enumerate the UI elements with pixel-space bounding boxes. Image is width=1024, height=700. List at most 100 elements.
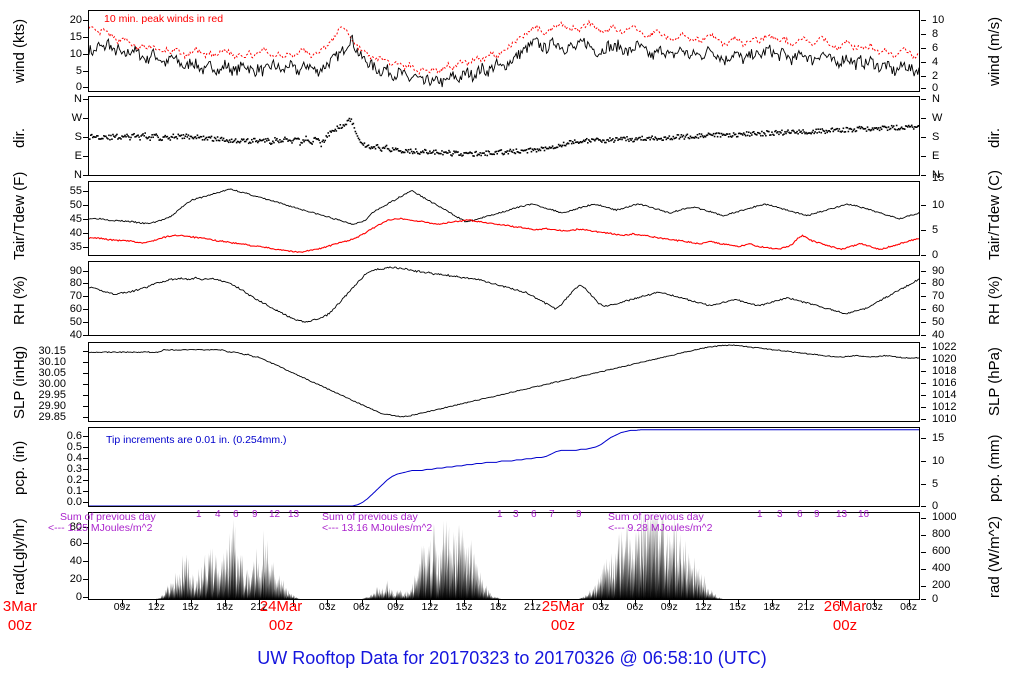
- x-tick-4: 21z: [250, 601, 268, 613]
- rad-hour-3-2: 3: [777, 509, 783, 520]
- x-tick-13: 06z: [626, 601, 644, 613]
- slp-ytick-3015: 30.15: [38, 345, 66, 357]
- pcp-ytick-06: 0.6: [66, 430, 82, 442]
- rh-ytickR-80: 80: [932, 277, 945, 289]
- dir-ytickR-n-top: N: [932, 93, 940, 105]
- wind-ylabel-left: wind (kts): [11, 18, 28, 84]
- slp-ytick-3000: 30.00: [38, 378, 66, 390]
- rad-ylabel-left: rad(Lgly/hr): [11, 518, 28, 596]
- x-tick-3: 18z: [216, 601, 234, 613]
- x-tick-17: 18z: [763, 601, 781, 613]
- panel-wind: [88, 10, 920, 92]
- dir-ytickR-w: W: [932, 112, 943, 124]
- dir-ytickR-s: S: [932, 131, 940, 143]
- x-day-label-2-line1: 24Mar: [259, 598, 303, 615]
- dir-ytick-w: W: [71, 112, 82, 124]
- rad-ytickR-0: 0: [932, 593, 939, 605]
- rad-hour-3-4: 9: [814, 509, 820, 520]
- x-tick-9: 15z: [455, 601, 473, 613]
- x-day-label-4-line2: 00z: [832, 617, 858, 634]
- slp-ytickR-1022: 1022: [932, 341, 957, 353]
- pcp-ytick-05: 0.5: [66, 441, 82, 453]
- temp-ytickR-10: 10: [932, 199, 945, 211]
- dir-ytick-n-top: N: [74, 93, 82, 105]
- x-day-label-3-line1: 25Mar: [541, 598, 585, 615]
- x-day-label-1-line2: 00z: [7, 617, 33, 634]
- rad-sum-label-3: Sum of previous day: [608, 511, 704, 523]
- wind-ytick-5: 5: [75, 65, 82, 77]
- pcp-plot: [89, 428, 919, 506]
- x-tick-11: 21z: [524, 601, 541, 613]
- rad-hour-1-1: 1: [196, 509, 202, 520]
- panel-pcp: [88, 427, 920, 507]
- wind-ytickR-4: 4: [932, 56, 939, 68]
- rad-hour-1-3: 6: [233, 509, 239, 520]
- rad-ytickR-1000: 1000: [932, 511, 957, 523]
- rad-hour-3-3: 6: [797, 509, 803, 520]
- rh-ytickR-40: 40: [932, 329, 945, 341]
- rad-hour-2-2: 3: [513, 509, 519, 520]
- rad-hour-1-4: 9: [252, 509, 258, 520]
- slp-ytickR-1014: 1014: [932, 389, 957, 401]
- rad-hour-2-3: 6: [531, 509, 537, 520]
- panel-rad: [88, 512, 920, 600]
- pcp-ytickR-10: 10: [932, 455, 945, 467]
- wind-ytick-10: 10: [69, 48, 82, 60]
- rad-hour-2-4: 7: [549, 509, 555, 520]
- rh-ytickR-50: 50: [932, 316, 945, 328]
- rh-ytick-50: 50: [69, 316, 82, 328]
- wind-ytickR-6: 6: [932, 42, 939, 54]
- slp-plot: [89, 343, 919, 421]
- rh-ylabel-left: RH (%): [11, 275, 28, 325]
- rh-ytickR-90: 90: [932, 265, 945, 277]
- wind-ytick-15: 15: [69, 31, 82, 43]
- rh-ytickR-70: 70: [932, 290, 945, 302]
- rh-ytick-60: 60: [69, 303, 82, 315]
- rad-sum-value-1: <--- 1.25 MJoules/m^2: [48, 522, 153, 534]
- dir-ytickR-e: E: [932, 150, 940, 162]
- rad-hour-3-1: 1: [757, 509, 763, 520]
- rad-ytick-60: 60: [69, 537, 82, 549]
- rad-ytickR-600: 600: [932, 545, 951, 557]
- rad-hour-2-1: 1: [497, 509, 503, 520]
- chart-title: UW Rooftop Data for 20170323 to 20170326…: [257, 648, 767, 668]
- x-tick-1: 12z: [147, 601, 165, 613]
- rh-ytickR-60: 60: [932, 303, 945, 315]
- rad-ytickR-400: 400: [932, 562, 951, 574]
- dir-ytick-s: S: [74, 131, 82, 143]
- slp-ytickR-1010: 1010: [932, 413, 957, 425]
- rad-sum-value-2: <--- 13.16 MJoules/m^2: [322, 522, 433, 534]
- slp-ytick-2985: 29.85: [38, 411, 66, 423]
- rad-sum-label-1: Sum of previous day: [60, 511, 156, 523]
- wind-ytickR-2: 2: [932, 70, 939, 82]
- slp-ytick-3010: 30.10: [38, 356, 66, 368]
- x-tick-8: 12z: [421, 601, 439, 613]
- slp-ytickR-1016: 1016: [932, 377, 957, 389]
- x-tick-19: 03z: [865, 601, 883, 613]
- temp-ytick-35: 35: [69, 241, 82, 253]
- x-tick-15: 12z: [694, 601, 712, 613]
- slp-ytickR-1012: 1012: [932, 401, 957, 413]
- rad-ytickR-200: 200: [932, 579, 951, 591]
- panel-slp: [88, 342, 920, 422]
- pcp-ytickR-15: 15: [932, 432, 945, 444]
- pcp-ytick-01: 0.1: [66, 485, 82, 497]
- rh-ytick-70: 70: [69, 290, 82, 302]
- dir-ytick-e: E: [74, 150, 82, 162]
- x-day-label-2-line2: 00z: [268, 617, 294, 634]
- pcp-ytick-00: 0.0: [66, 496, 82, 508]
- rh-ytick-80: 80: [69, 277, 82, 289]
- x-tick-18: 21z: [797, 601, 815, 613]
- x-day-label-1-line1: 3Mar: [2, 598, 38, 615]
- x-tick-16: 15z: [729, 601, 747, 613]
- slp-ytickR-1020: 1020: [932, 353, 957, 365]
- panel-temp: [88, 181, 920, 256]
- rad-ytickR-800: 800: [932, 528, 951, 540]
- rh-plot: [89, 262, 919, 335]
- temp-ytickR-0: 0: [932, 249, 939, 261]
- temp-ytick-45: 45: [69, 213, 82, 225]
- wind-ytickR-0: 0: [932, 82, 939, 94]
- x-tick-10: 18z: [489, 601, 507, 613]
- slp-ytick-2990: 29.90: [38, 400, 66, 412]
